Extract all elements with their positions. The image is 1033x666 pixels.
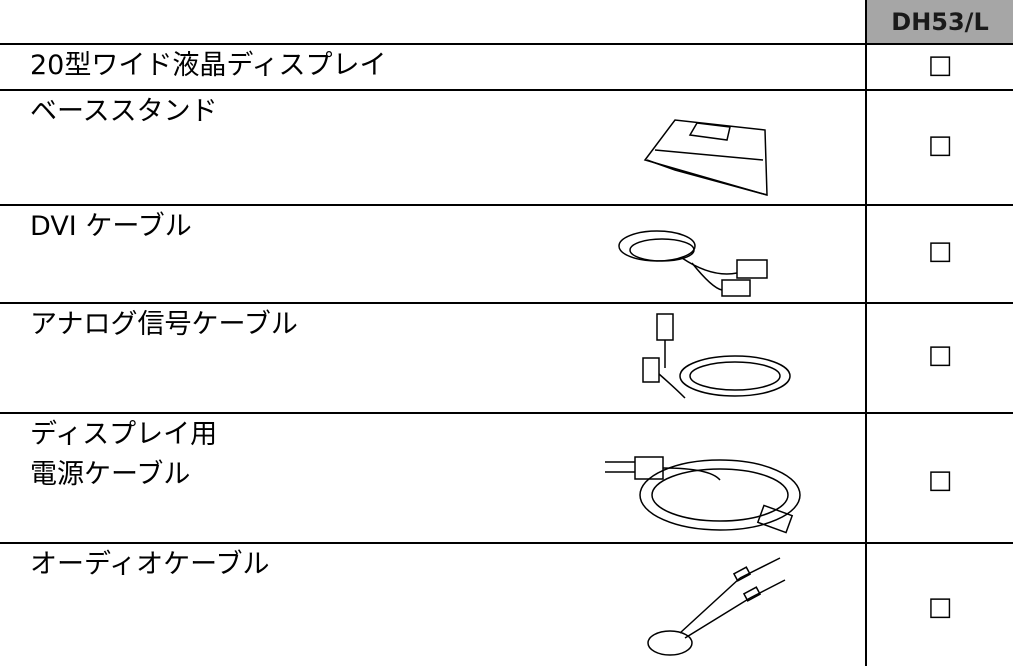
row-line <box>0 542 1013 544</box>
checkbox[interactable]: □ <box>927 130 953 160</box>
item-label: ディスプレイ用 <box>30 419 218 450</box>
stand-image <box>643 119 768 197</box>
checkbox[interactable]: □ <box>927 465 953 495</box>
item-label: 20型ワイド液晶ディスプレイ <box>30 50 387 81</box>
item-label: 電源ケーブル <box>30 459 191 490</box>
item-label: アナログ信号ケーブル <box>30 309 298 340</box>
checkbox[interactable]: □ <box>927 592 953 622</box>
model-header: DH53/L <box>867 0 1013 44</box>
audio-cable-image <box>647 557 786 656</box>
checkbox[interactable]: □ <box>927 50 953 80</box>
item-label: ベーススタンド <box>30 96 218 127</box>
power-cable-image <box>605 456 801 534</box>
column-divider <box>865 0 867 666</box>
item-label: オーディオケーブル <box>30 549 270 580</box>
item-label: DVI ケーブル <box>30 211 192 242</box>
dvi-cable-image <box>618 230 768 297</box>
checkbox[interactable]: □ <box>927 340 953 370</box>
row-line <box>0 204 1013 206</box>
analog-cable-image <box>642 313 791 399</box>
checkbox[interactable]: □ <box>927 236 953 266</box>
row-line <box>0 43 1013 45</box>
row-line <box>0 89 1013 91</box>
row-line <box>0 302 1013 304</box>
row-line <box>0 412 1013 414</box>
